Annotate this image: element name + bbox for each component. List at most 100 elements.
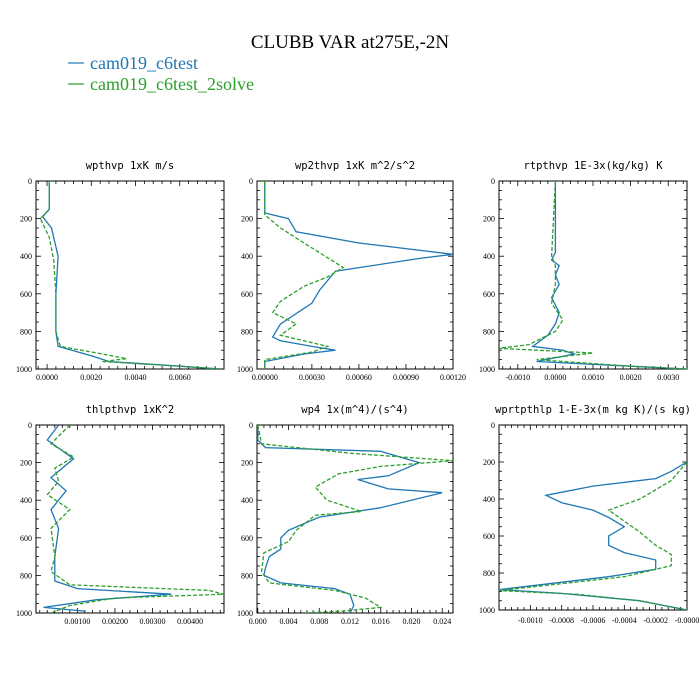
series-line-c6test <box>499 461 687 610</box>
series-line-c6test-2solve <box>39 181 222 369</box>
panel-title: wprtpthlp 1-E-3x(m kg K)/(s kg) <box>495 404 691 416</box>
panel-6: wprtpthlp 1-E-3x(m kg K)/(s kg)0 200 400 60… <box>479 404 699 625</box>
y-tick-label: 1000 <box>237 365 253 374</box>
panel-title: wp4 1x(m^4)/(s^4) <box>301 404 408 416</box>
x-tick-label: 0.00200 <box>102 617 128 626</box>
y-tick-label: 600 <box>483 290 495 299</box>
y-tick-label: 400 <box>20 252 32 261</box>
x-tick-label: 0.0040 <box>125 373 147 382</box>
y-tick-label: 1000 <box>16 365 32 374</box>
x-tick-label: 0.00100 <box>64 617 90 626</box>
x-tick-label: -0.0000 <box>675 616 700 625</box>
x-tick-label: 0.008 <box>310 617 328 626</box>
y-tick-label: 800 <box>483 327 495 336</box>
legend-label-c6test-2solve: cam019_c6test_2solve <box>90 74 254 94</box>
legend: cam019_c6test cam019_c6test_2solve <box>68 53 254 94</box>
y-tick-label: 800 <box>483 569 495 578</box>
panel-title: thlpthvp 1xK^2 <box>86 404 175 416</box>
y-tick-label: 1000 <box>16 609 32 618</box>
x-tick-label: 0.0030 <box>657 373 679 382</box>
x-tick-label: -0.0002 <box>643 616 668 625</box>
y-tick-label: 800 <box>20 327 32 336</box>
x-tick-label: 0.012 <box>341 617 359 626</box>
panel-3: rtpthvp 1E-3x(kg/kg) K 0 200 400 600 800 1000 -… <box>479 160 688 382</box>
y-tick-label: 200 <box>20 459 32 468</box>
x-tick-label: 0.024 <box>433 617 451 626</box>
y-tick-label: 400 <box>241 496 253 505</box>
series-line-c6test <box>531 181 687 369</box>
x-tick-label: 0.016 <box>372 617 390 626</box>
series-line-c6test-2solve <box>499 461 687 610</box>
x-tick-label: 0.00000 <box>252 373 278 382</box>
y-tick-label: 0 <box>491 177 495 186</box>
x-tick-label: -0.0010 <box>505 373 530 382</box>
series-line-c6test-2solve <box>257 425 453 613</box>
x-tick-label: 0.0060 <box>169 373 191 382</box>
y-tick-label: 600 <box>20 290 32 299</box>
x-tick-label: 0.00030 <box>299 373 325 382</box>
panel-4: thlpthvp 1xK^2 0 200 400 600 800 1000 0.00100 0.… <box>16 404 225 626</box>
plot-frame <box>35 180 225 370</box>
panel-title: rtpthvp 1E-3x(kg/kg) K <box>523 160 663 172</box>
x-tick-label: 0.00060 <box>346 373 372 382</box>
y-tick-label: 400 <box>483 252 495 261</box>
y-tick-label: 0 <box>28 177 32 186</box>
plot-frame <box>498 180 688 370</box>
x-tick-label: 0.004 <box>280 617 298 626</box>
x-tick-label: 0.000 <box>249 617 267 626</box>
y-tick-label: 1000 <box>237 609 253 618</box>
y-tick-label: 600 <box>241 290 253 299</box>
plot-frame <box>256 180 454 370</box>
y-tick-label: 600 <box>483 532 495 541</box>
x-tick-label: 0.0000 <box>544 373 566 382</box>
y-tick-label: 200 <box>241 215 253 224</box>
y-tick-label: 0 <box>491 421 495 430</box>
series-line-c6test <box>43 425 172 612</box>
x-tick-label: 0.00400 <box>177 617 203 626</box>
series-line-c6test-2solve <box>46 425 224 613</box>
y-tick-label: 200 <box>483 458 495 467</box>
y-tick-label: 400 <box>483 495 495 504</box>
x-tick-label: 0.00090 <box>393 373 419 382</box>
x-tick-label: 0.0010 <box>582 373 604 382</box>
x-tick-label: 0.0000 <box>36 373 58 382</box>
series-line-c6test <box>264 181 453 369</box>
y-tick-label: 800 <box>241 327 253 336</box>
x-tick-label: 0.0020 <box>80 373 102 382</box>
x-tick-label: -0.0004 <box>612 616 637 625</box>
figure-title: CLUBB VAR at275E,-2N <box>251 32 450 53</box>
panel-title: wp2thvp 1xK m^2/s^2 <box>295 160 415 172</box>
y-tick-label: 200 <box>241 459 253 468</box>
plot-frame <box>498 424 688 611</box>
x-tick-label: -0.0010 <box>518 616 543 625</box>
panel-2: wp2thvp 1xK m^2/s^2020040060080010000.00… <box>237 160 466 382</box>
panel-title: wpthvp 1xK m/s <box>86 160 175 172</box>
y-tick-label: 800 <box>241 571 253 580</box>
y-tick-label: 800 <box>20 571 32 580</box>
x-tick-label: -0.0006 <box>581 616 606 625</box>
series-line-c6test-2solve <box>264 181 345 369</box>
y-tick-label: 0 <box>249 177 253 186</box>
plot-frame <box>256 424 454 614</box>
y-tick-label: 1000 <box>479 365 495 374</box>
series-line-c6test <box>41 181 220 369</box>
y-tick-label: 1000 <box>479 606 495 615</box>
y-tick-label: 400 <box>241 252 253 261</box>
y-tick-label: 400 <box>20 496 32 505</box>
x-tick-label: -0.0008 <box>549 616 574 625</box>
x-tick-label: 0.020 <box>402 617 420 626</box>
y-tick-label: 600 <box>241 534 253 543</box>
legend-label-c6test: cam019_c6test <box>90 53 198 73</box>
y-tick-label: 0 <box>28 421 32 430</box>
x-tick-label: 0.0020 <box>620 373 642 382</box>
y-tick-label: 600 <box>20 534 32 543</box>
y-tick-label: 0 <box>249 421 253 430</box>
y-tick-label: 200 <box>483 215 495 224</box>
x-tick-label: 0.00120 <box>440 373 466 382</box>
series-line-c6test-2solve <box>499 181 687 369</box>
x-tick-label: 0.00300 <box>140 617 166 626</box>
panel-1: wpthvp 1xK m/s 0 200 400 600 800 1000 0.0000 0.0… <box>16 160 225 382</box>
